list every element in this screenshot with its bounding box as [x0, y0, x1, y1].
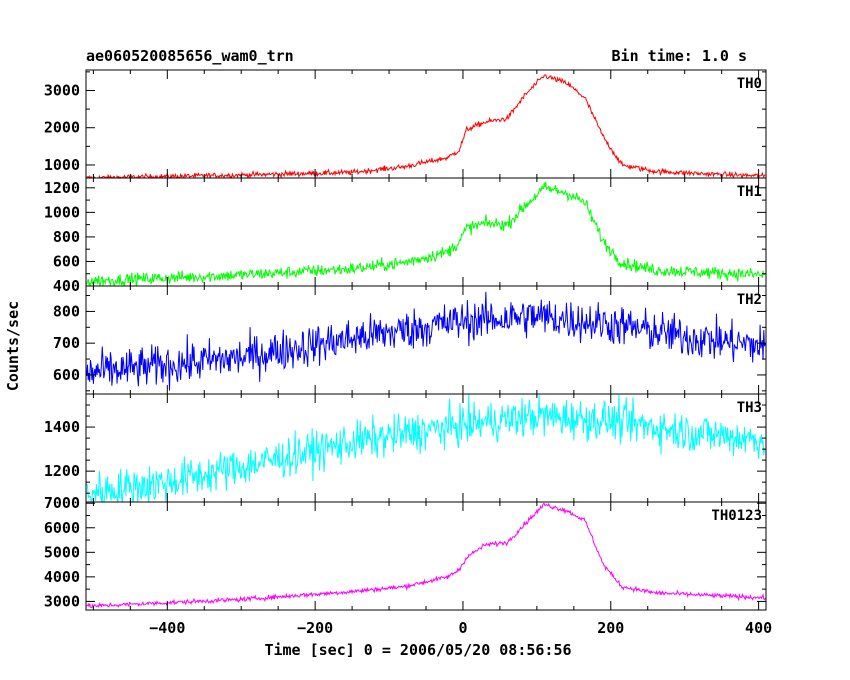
- panel-th1: 400 600 800 1000 1200 TH1: [44, 177, 767, 295]
- panels: 1000 2000 3000 TH0 400 600 800 1000 1200 TH1 600 70…: [44, 69, 767, 611]
- series-line-th2: [86, 291, 766, 391]
- y-tick-label: 3000: [44, 592, 80, 610]
- panel-frame: [85, 177, 767, 287]
- y-tick-label: 800: [53, 228, 80, 246]
- panel-label: TH3: [737, 400, 762, 416]
- panel-th3: 1200 1400 TH3: [44, 393, 767, 503]
- chart-title: ae060520085656_wam0_trn: [86, 47, 294, 65]
- y-tick-label: 1400: [44, 418, 80, 436]
- y-tick-label: 1000: [44, 156, 80, 174]
- y-tick-label: 600: [53, 252, 80, 270]
- y-tick-label: 6000: [44, 519, 80, 537]
- y-tick-label: 1200: [44, 462, 80, 480]
- series-line-th3: [86, 394, 766, 502]
- y-tick-label: 7000: [44, 494, 80, 512]
- x-tick-label: 0: [458, 619, 467, 637]
- panel-th0: 1000 2000 3000 TH0: [44, 69, 767, 179]
- panel-label: TH2: [737, 292, 762, 308]
- panel-frame: [85, 393, 767, 503]
- series-line-th0: [86, 74, 766, 178]
- x-tick-label: 200: [597, 619, 624, 637]
- panel-th2: 600 700 800 TH2: [53, 285, 767, 395]
- y-tick-label: 700: [53, 334, 80, 352]
- y-tick-label: 1200: [44, 179, 80, 197]
- panel-label: TH0: [737, 76, 762, 92]
- panel-th0123: 3000 4000 5000 6000 7000 TH0123: [44, 494, 767, 611]
- y-tick-label: 4000: [44, 568, 80, 586]
- series-line-th0123: [86, 502, 766, 609]
- y-tick-label: 400: [53, 277, 80, 295]
- panel-label: TH1: [737, 184, 762, 200]
- x-tick-label: −400: [149, 619, 185, 637]
- panel-label: TH0123: [711, 508, 762, 524]
- x-axis-label: Time [sec] 0 = 2006/05/20 08:56:56: [264, 641, 571, 659]
- series-line-th1: [86, 181, 766, 286]
- bin-time-label: Bin time: 1.0 s: [612, 47, 747, 65]
- y-tick-label: 3000: [44, 81, 80, 99]
- y-axis-label: Counts/sec: [4, 301, 22, 391]
- x-tick-labels: −400 −200 0 200 400: [149, 619, 772, 637]
- x-tick-label: 400: [745, 619, 772, 637]
- x-tick-label: −200: [297, 619, 333, 637]
- y-tick-label: 1000: [44, 203, 80, 221]
- panel-frame: [85, 285, 767, 395]
- y-tick-label: 2000: [44, 119, 80, 137]
- y-tick-label: 600: [53, 366, 80, 384]
- y-tick-label: 800: [53, 302, 80, 320]
- y-tick-label: 5000: [44, 543, 80, 561]
